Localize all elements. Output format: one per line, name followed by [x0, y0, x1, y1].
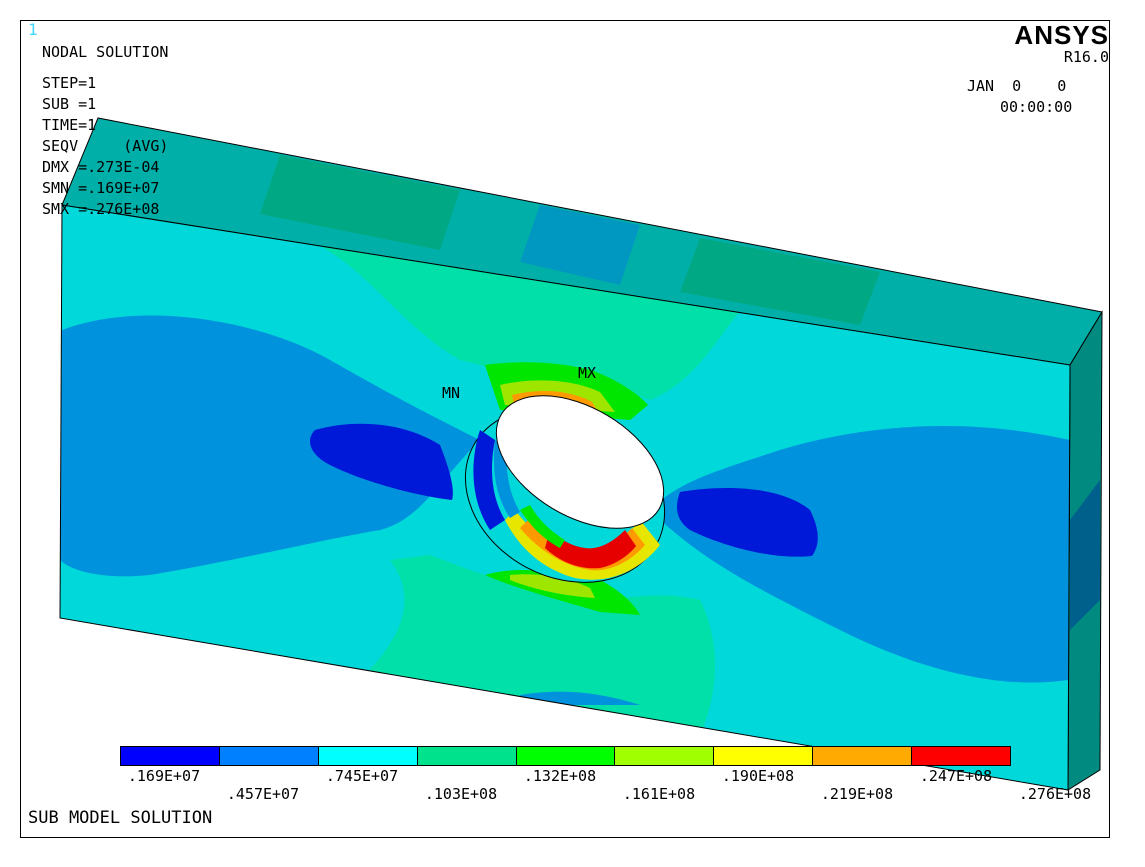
legend-label-upper: .132E+08: [523, 767, 597, 785]
dmx-label: DMX =.273E-04: [42, 158, 160, 176]
legend-swatch: [813, 747, 913, 765]
legend-label-upper: .247E+08: [919, 767, 993, 785]
legend-label-upper: .190E+08: [721, 767, 795, 785]
legend-swatch: [219, 747, 319, 765]
min-marker: MN: [442, 384, 461, 402]
date-label: JAN 0 0: [967, 77, 1067, 95]
seqv-label: SEQV (AVG): [42, 137, 169, 155]
max-marker: MX: [578, 364, 597, 382]
legend-label-upper: .169E+07: [127, 767, 201, 785]
legend-label-lower: .103E+08: [424, 785, 498, 803]
legend-label-upper: .745E+07: [325, 767, 399, 785]
legend-label-lower: .276E+08: [1018, 785, 1092, 803]
plate-side-face: [1067, 310, 1103, 791]
legend-swatch: [121, 747, 220, 765]
smx-label: SMX =.276E+08: [42, 200, 160, 218]
step-label: STEP=1: [42, 74, 97, 92]
legend-swatch: [615, 747, 715, 765]
legend-swatch: [912, 747, 1011, 765]
footer-title: SUB MODEL SOLUTION: [28, 808, 213, 828]
time-of-day-label: 00:00:00: [1000, 98, 1073, 116]
legend-swatch: [417, 747, 517, 765]
contour-legend: [120, 746, 1011, 766]
plate-top-face: [61, 117, 1103, 366]
legend-label-lower: .219E+08: [820, 785, 894, 803]
sub-label: SUB =1: [42, 95, 97, 113]
smn-label: SMN =.169E+07: [42, 179, 160, 197]
legend-label-lower: .457E+07: [226, 785, 300, 803]
brand-logo: ANSYS: [1014, 20, 1109, 50]
legend-swatch: [516, 747, 616, 765]
release-label: R16.0: [1063, 48, 1109, 66]
legend-label-lower: .161E+08: [622, 785, 696, 803]
time-label: TIME=1: [42, 116, 97, 134]
window-number: 1: [28, 20, 38, 39]
plot-title: NODAL SOLUTION: [42, 43, 169, 61]
viewport-frame: [20, 20, 1110, 838]
legend-swatch: [714, 747, 814, 765]
hole-opening: [495, 395, 665, 529]
legend-swatch: [318, 747, 418, 765]
